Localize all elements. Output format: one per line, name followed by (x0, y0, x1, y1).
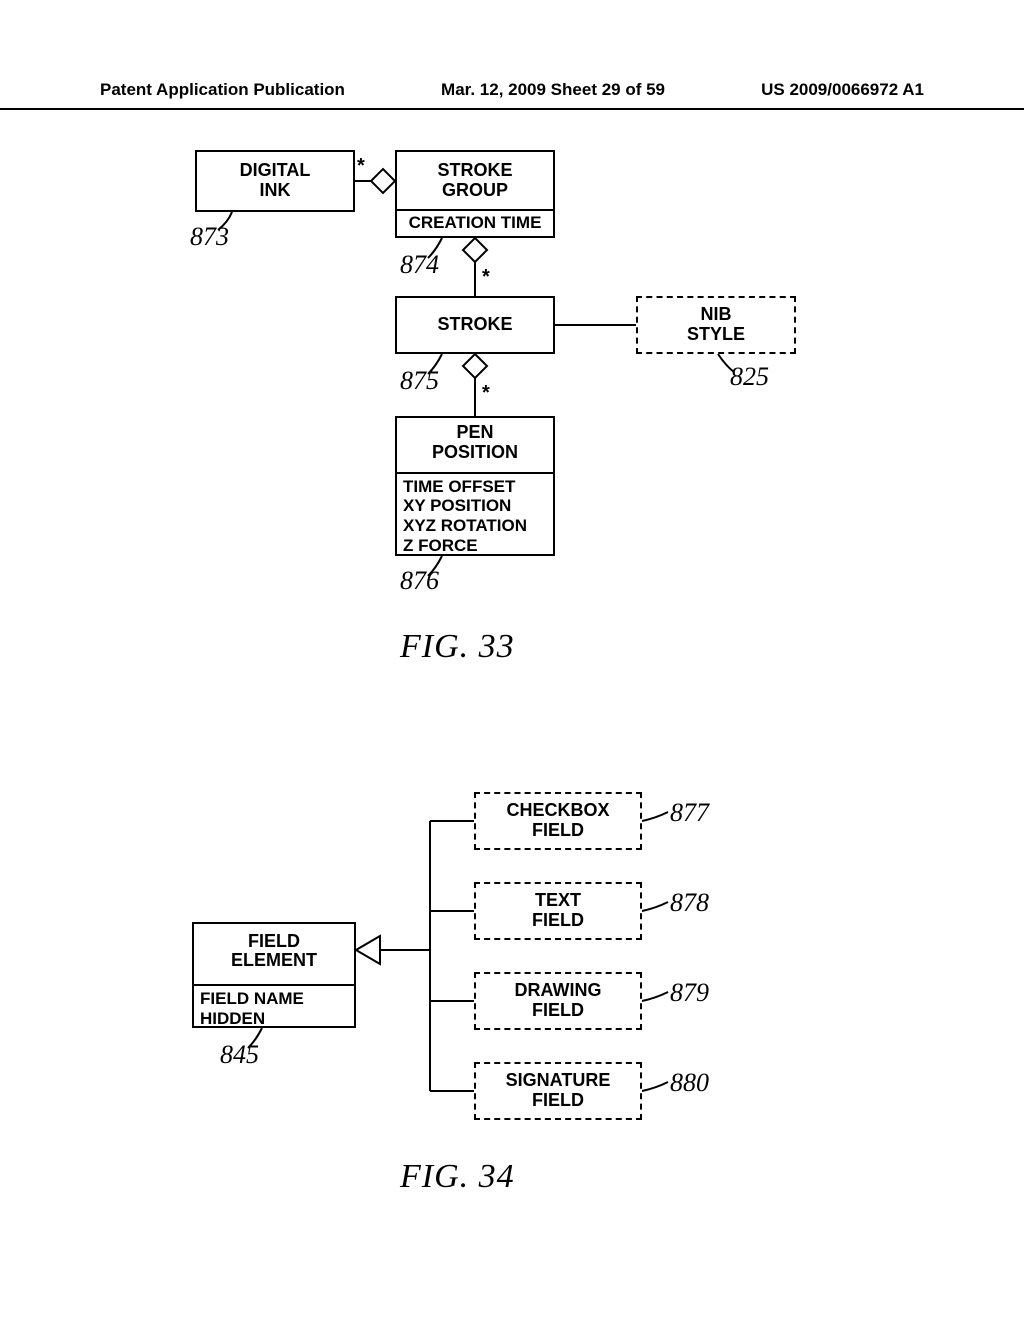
node-field-element: FIELD ELEMENT FIELD NAME HIDDEN (192, 922, 356, 1028)
multiplicity-star: * (482, 266, 490, 289)
node-text-field: TEXT FIELD (474, 882, 642, 940)
node-pen-position: PEN POSITION TIME OFFSET XY POSITION XYZ… (395, 416, 555, 556)
fig34-caption: FIG. 34 (400, 1158, 515, 1196)
ref-873: 873 (190, 222, 229, 252)
node-nib-style: NIB STYLE (636, 296, 796, 354)
ref-877: 877 (670, 798, 709, 828)
node-checkbox-field: CHECKBOX FIELD (474, 792, 642, 850)
ref-878: 878 (670, 888, 709, 918)
node-title: NIB STYLE (638, 298, 794, 352)
ref-825: 825 (730, 362, 769, 392)
ref-876: 876 (400, 566, 439, 596)
node-stroke-group: STROKE GROUP CREATION TIME (395, 150, 555, 238)
ref-875: 875 (400, 366, 439, 396)
ref-845: 845 (220, 1040, 259, 1070)
node-title: TEXT FIELD (476, 884, 640, 938)
multiplicity-star: * (357, 155, 365, 178)
node-title: STROKE GROUP (397, 153, 553, 209)
node-title: DIGITAL INK (197, 152, 353, 210)
node-sub: FIELD NAME HIDDEN (194, 984, 354, 1031)
multiplicity-star: * (482, 382, 490, 405)
node-title: FIELD ELEMENT (194, 918, 354, 984)
node-title: CHECKBOX FIELD (476, 794, 640, 848)
node-drawing-field: DRAWING FIELD (474, 972, 642, 1030)
node-sub: TIME OFFSET XY POSITION XYZ ROTATION Z F… (397, 472, 553, 558)
node-signature-field: SIGNATURE FIELD (474, 1062, 642, 1120)
ref-879: 879 (670, 978, 709, 1008)
node-title: DRAWING FIELD (476, 974, 640, 1028)
node-digital-ink: DIGITAL INK (195, 150, 355, 212)
ref-880: 880 (670, 1068, 709, 1098)
node-title: PEN POSITION (397, 414, 553, 472)
node-title: STROKE (397, 298, 553, 352)
node-sub: CREATION TIME (397, 209, 553, 236)
node-title: SIGNATURE FIELD (476, 1064, 640, 1118)
ref-874: 874 (400, 250, 439, 280)
node-stroke: STROKE (395, 296, 555, 354)
fig33-caption: FIG. 33 (400, 628, 515, 666)
